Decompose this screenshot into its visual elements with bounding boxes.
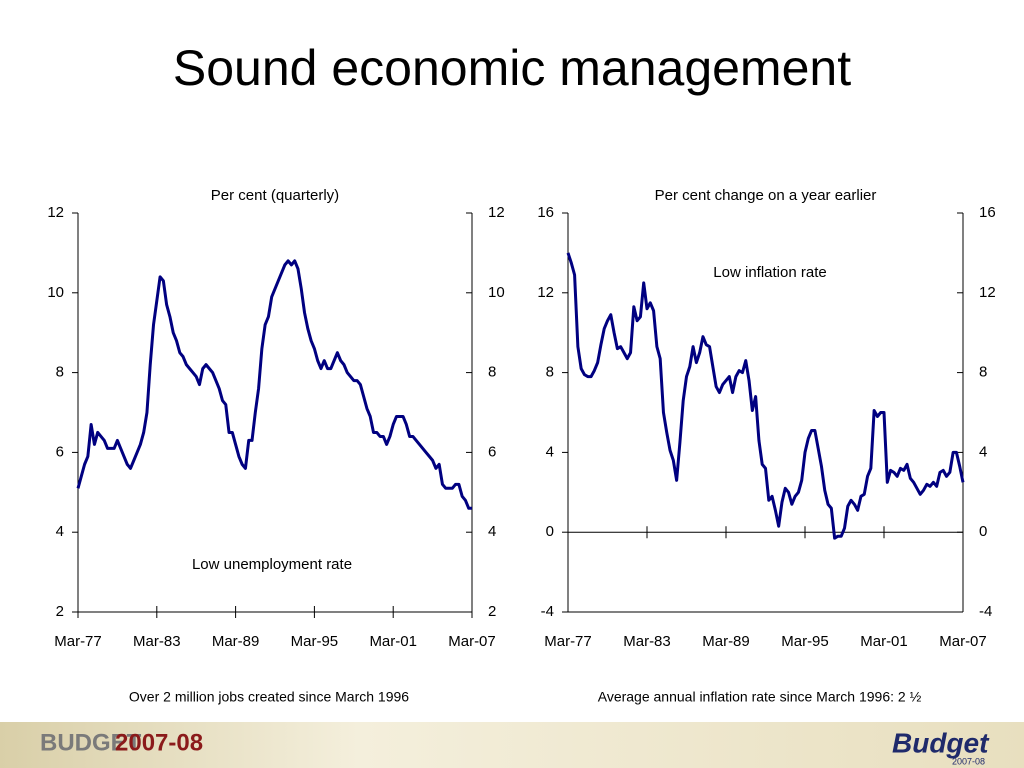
y-axis-label: Per cent change on a year earlier	[655, 187, 877, 204]
y2-tick-label: 8	[488, 364, 496, 381]
annotation: Low unemployment rate	[192, 556, 352, 573]
y2-tick-label: 6	[488, 443, 496, 460]
x-tick-label: Mar-77	[54, 633, 102, 650]
footer-logo-right: Budget	[892, 727, 990, 758]
y-tick-label: 16	[537, 204, 554, 221]
x-tick-label: Mar-07	[939, 633, 987, 650]
y2-tick-label: 2	[488, 603, 496, 620]
x-tick-label: Mar-89	[702, 633, 750, 650]
y-tick-label: 12	[537, 284, 554, 301]
y-tick-label: 4	[56, 523, 64, 540]
y-axis-label: Per cent (quarterly)	[211, 187, 339, 204]
x-tick-label: Mar-01	[860, 633, 908, 650]
y2-tick-label: 12	[488, 204, 505, 221]
x-tick-label: Mar-83	[623, 633, 671, 650]
data-line	[76, 259, 472, 510]
y2-tick-label: 16	[979, 204, 996, 221]
y-tick-label: 4	[546, 443, 554, 460]
x-tick-label: Mar-95	[291, 633, 339, 650]
footer-year: 2007-08	[115, 729, 203, 756]
x-tick-label: Mar-95	[781, 633, 829, 650]
y-tick-label: 6	[56, 443, 64, 460]
x-tick-label: Mar-77	[544, 633, 592, 650]
x-tick-label: Mar-83	[133, 633, 181, 650]
x-tick-label: Mar-07	[448, 633, 496, 650]
x-tick-label: Mar-89	[212, 633, 260, 650]
y-tick-label: 0	[546, 523, 554, 540]
annotation: Low inflation rate	[713, 264, 826, 281]
caption: Average annual inflation rate since Marc…	[598, 689, 922, 705]
y-tick-label: 10	[47, 284, 64, 301]
y2-tick-label: 4	[979, 443, 987, 460]
y2-tick-label: 4	[488, 523, 496, 540]
slide-title: Sound economic management	[173, 40, 851, 96]
y-tick-label: 8	[546, 364, 554, 381]
x-tick-label: Mar-01	[369, 633, 417, 650]
y2-tick-label: 0	[979, 523, 987, 540]
y-tick-label: -4	[541, 603, 554, 620]
y-tick-label: 8	[56, 364, 64, 381]
y2-tick-label: 10	[488, 284, 505, 301]
y-tick-label: 2	[56, 603, 64, 620]
y2-tick-label: 12	[979, 284, 996, 301]
y-tick-label: 12	[47, 204, 64, 221]
footer-band	[0, 722, 1024, 768]
caption: Over 2 million jobs created since March …	[129, 689, 409, 705]
data-line	[566, 252, 965, 540]
footer-year-right: 2007-08	[952, 756, 985, 766]
y2-tick-label: 8	[979, 364, 987, 381]
footer-logo: BUDGET	[40, 729, 142, 756]
y2-tick-label: -4	[979, 603, 992, 620]
